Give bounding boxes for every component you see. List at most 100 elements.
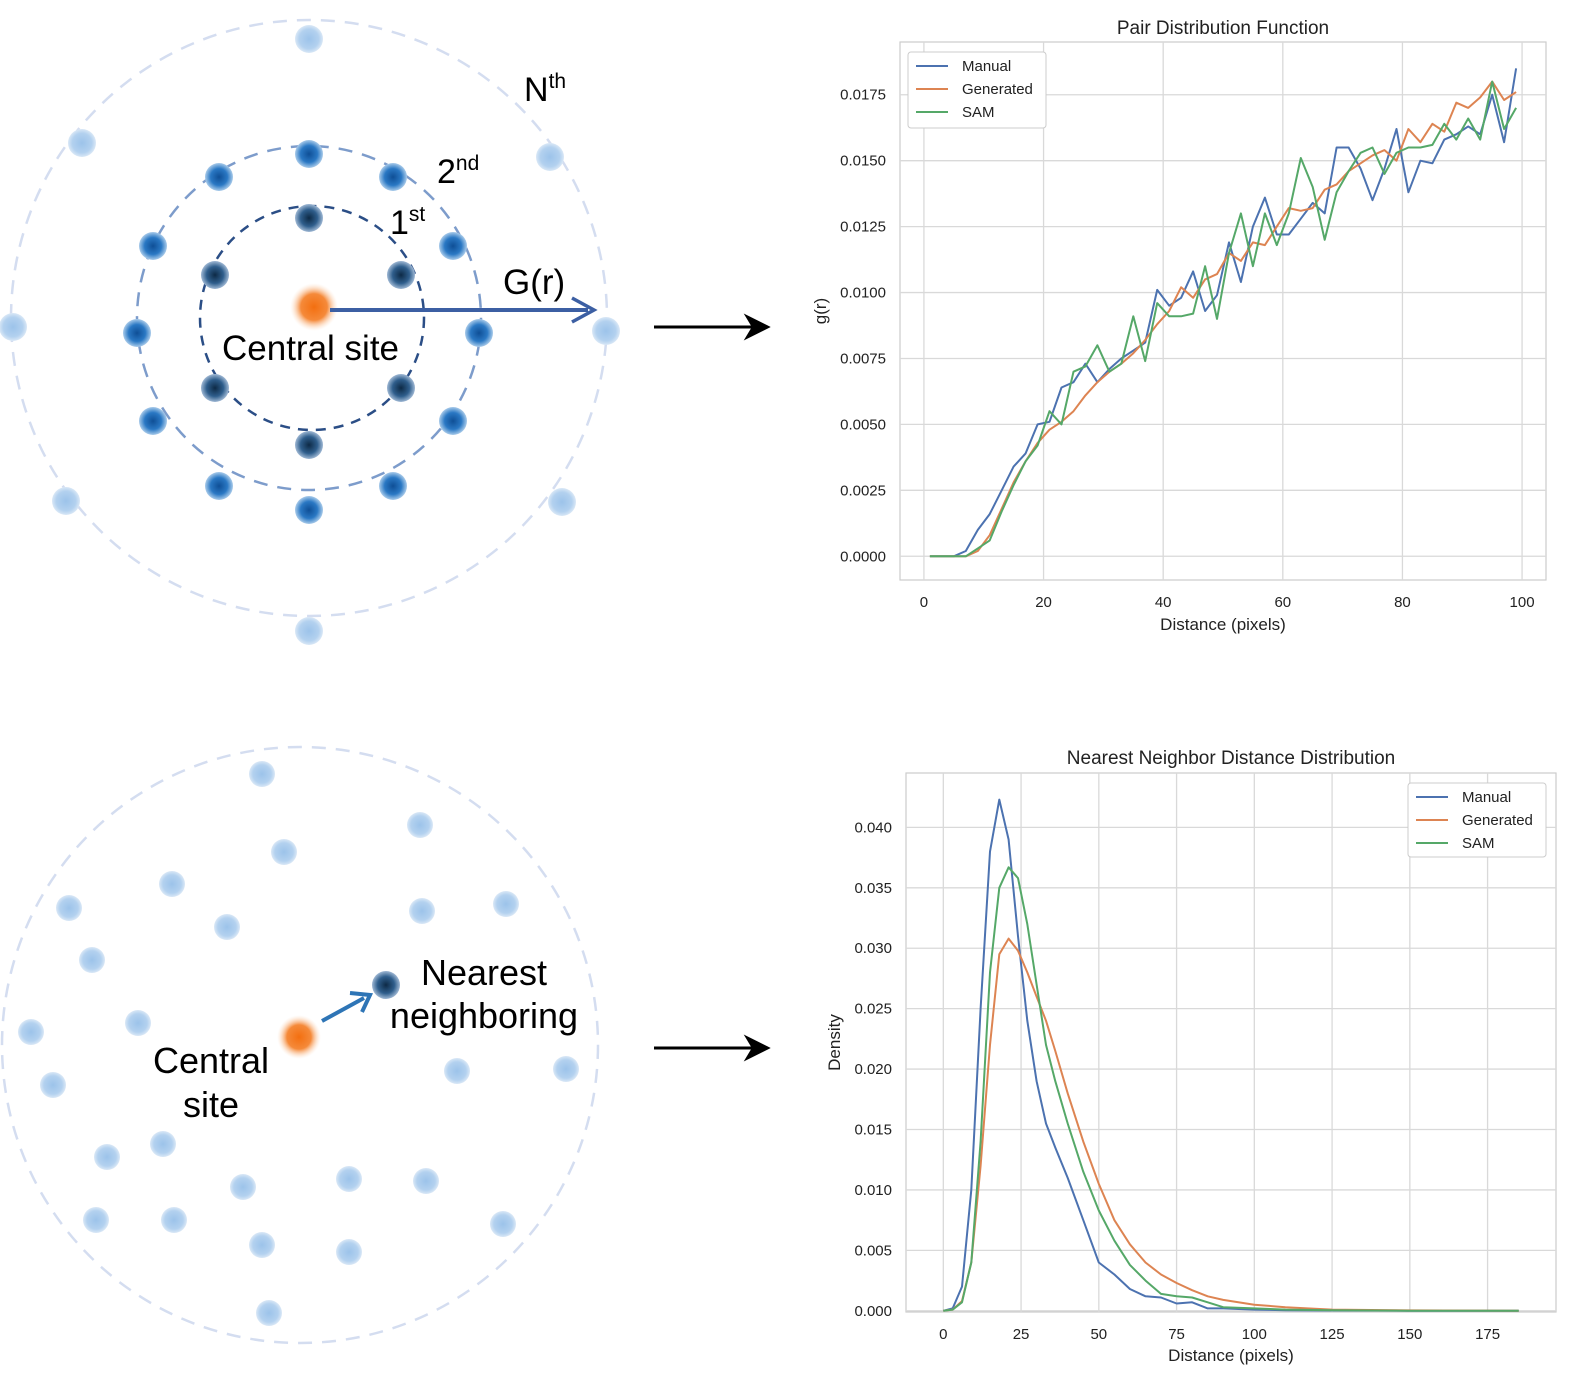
neighbor-label-line2: neighboring <box>390 995 578 1036</box>
x-tick-label: 0 <box>939 1326 947 1343</box>
central-label-line1: Central <box>153 1040 269 1081</box>
point <box>413 1168 439 1194</box>
x-tick-label: 50 <box>1090 1326 1107 1343</box>
x-tick-label: 100 <box>1510 594 1535 611</box>
point <box>139 407 167 435</box>
point <box>409 898 435 924</box>
point <box>271 839 297 865</box>
point <box>439 232 467 260</box>
ring-label-1st: 1st <box>390 203 425 242</box>
point <box>94 1144 120 1170</box>
ring-2nd <box>135 144 483 492</box>
y-tick-label: 0.0050 <box>840 416 886 433</box>
outer-points <box>0 25 620 645</box>
point <box>40 1072 66 1098</box>
point <box>336 1239 362 1265</box>
central-site <box>277 1015 321 1059</box>
central-label: Central site <box>222 329 399 368</box>
point <box>592 317 620 345</box>
central-label-line2: site <box>183 1084 239 1125</box>
point <box>205 472 233 500</box>
x-axis-label: Distance (pixels) <box>1160 615 1286 634</box>
point <box>407 812 433 838</box>
point <box>490 1211 516 1237</box>
x-tick-label: 80 <box>1394 594 1411 611</box>
y-tick-label: 0.020 <box>854 1061 892 1078</box>
legend-box <box>907 51 1047 129</box>
y-tick-label: 0.0150 <box>840 153 886 170</box>
point <box>230 1174 256 1200</box>
x-tick-label: 75 <box>1168 1326 1185 1343</box>
point <box>295 25 323 53</box>
point <box>387 261 415 289</box>
point <box>68 129 96 157</box>
x-tick-label: 40 <box>1155 594 1172 611</box>
point <box>249 1232 275 1258</box>
legend-label: Generated <box>962 81 1033 98</box>
legend-label: Generated <box>1462 812 1533 829</box>
sample-boundary <box>0 745 600 1345</box>
y-tick-label: 0.040 <box>854 819 892 836</box>
point <box>295 617 323 645</box>
x-tick-label: 100 <box>1242 1326 1267 1343</box>
arrow-label: G(r) <box>503 263 565 302</box>
x-tick-label: 25 <box>1013 1326 1030 1343</box>
pair-distribution-chart: 0 20 40 60 80 100 0.0000 0.0025 0.0050 0.0075 0.01… <box>811 18 1547 634</box>
point <box>123 319 151 347</box>
x-tick-label: 20 <box>1035 594 1052 611</box>
chart-title: Pair Distribution Function <box>1117 18 1329 39</box>
y-tick-label: 0.0075 <box>840 350 886 367</box>
series-line-generated <box>943 937 1519 1312</box>
legend: Manual Generated SAM <box>907 51 1047 129</box>
point <box>201 374 229 402</box>
point <box>465 319 493 347</box>
y-tick-label: 0.0100 <box>840 285 886 302</box>
y-tick-label: 0.025 <box>854 1001 892 1018</box>
x-tick-label: 60 <box>1274 594 1291 611</box>
point <box>295 204 323 232</box>
point <box>295 140 323 168</box>
plot-area <box>905 772 1557 1313</box>
y-tick-label: 0.0025 <box>840 482 886 499</box>
ring-label-2nd: 2nd <box>437 152 479 191</box>
point <box>444 1058 470 1084</box>
legend-label: Manual <box>962 58 1011 75</box>
point <box>18 1019 44 1045</box>
series-line-manual <box>943 798 1519 1312</box>
point <box>379 163 407 191</box>
point <box>79 947 105 973</box>
series-line-sam <box>929 80 1517 558</box>
neighbor-label-line1: Nearest <box>421 952 547 993</box>
y-tick-label: 0.010 <box>854 1182 892 1199</box>
point <box>150 1131 176 1157</box>
point <box>56 895 82 921</box>
point <box>201 261 229 289</box>
point <box>553 1056 579 1082</box>
x-tick-label: 0 <box>920 594 928 611</box>
point <box>159 871 185 897</box>
y-tick-label: 0.0125 <box>840 219 886 236</box>
chart-title: Nearest Neighbor Distance Distribution <box>1067 748 1395 769</box>
radius-arrow-head <box>571 296 598 324</box>
y-axis-label: Density <box>825 1014 844 1071</box>
first-ring-points <box>201 204 415 459</box>
y-tick-label: 0.0175 <box>840 87 886 104</box>
y-axis-label: g(r) <box>811 298 830 324</box>
point <box>379 472 407 500</box>
point <box>548 488 576 516</box>
point <box>536 143 564 171</box>
legend: Manual Generated SAM <box>1407 782 1547 858</box>
y-tick-label: 0.030 <box>854 940 892 957</box>
nearest-neighbor-point <box>372 971 400 999</box>
ring-label-nth: Nth <box>524 70 566 109</box>
point <box>493 891 519 917</box>
x-tick-label: 125 <box>1320 1326 1345 1343</box>
point <box>52 487 80 515</box>
neighbor-arrow-head <box>349 991 374 1013</box>
x-tick-label: 150 <box>1397 1326 1422 1343</box>
point <box>161 1207 187 1233</box>
central-site <box>290 283 338 331</box>
nearest-neighbor-chart: 0 25 50 75 100 125 150 175 0.000 0.005 0.010 0.015 0… <box>825 748 1557 1365</box>
second-ring-points <box>123 140 493 524</box>
